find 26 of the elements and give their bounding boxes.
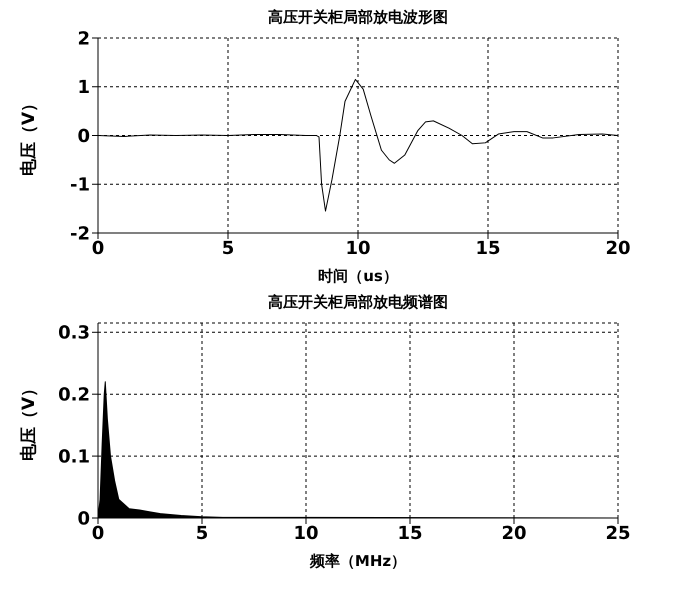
- x-tick-label: 10: [345, 238, 371, 259]
- chart-title: 高压开关柜局部放电波形图: [267, 8, 449, 28]
- x-tick-label: 25: [605, 522, 631, 544]
- y-tick-label: 0.2: [58, 384, 90, 406]
- x-axis-title: 时间（us）: [318, 267, 398, 285]
- y-tick-label: -1: [70, 174, 90, 196]
- y-axis-title: 电压（V）: [19, 94, 40, 176]
- y-tick-label: 0.3: [58, 322, 90, 344]
- chart-title: 高压开关柜局部放电频谱图: [267, 293, 449, 313]
- y-tick-label: -2: [70, 223, 90, 244]
- y-axis-title: 电压（V）: [19, 380, 40, 462]
- x-tick-label: 10: [293, 522, 319, 544]
- y-tick-label: 0: [77, 508, 90, 530]
- y-tick-label: 2: [77, 28, 90, 50]
- x-tick-label: 15: [475, 238, 501, 259]
- x-tick-label: 20: [501, 522, 527, 544]
- x-tick-label: 20: [605, 238, 631, 259]
- y-tick-label: 1: [77, 77, 90, 98]
- x-tick-label: 15: [397, 522, 423, 544]
- x-tick-label: 0: [92, 238, 104, 259]
- x-axis-title: 频率（MHz）: [308, 552, 406, 570]
- y-tick-label: 0.1: [58, 446, 90, 468]
- y-tick-label: 0: [77, 126, 90, 147]
- x-tick-label: 5: [222, 238, 234, 259]
- x-tick-label: 5: [196, 522, 208, 544]
- x-tick-label: 0: [92, 522, 104, 544]
